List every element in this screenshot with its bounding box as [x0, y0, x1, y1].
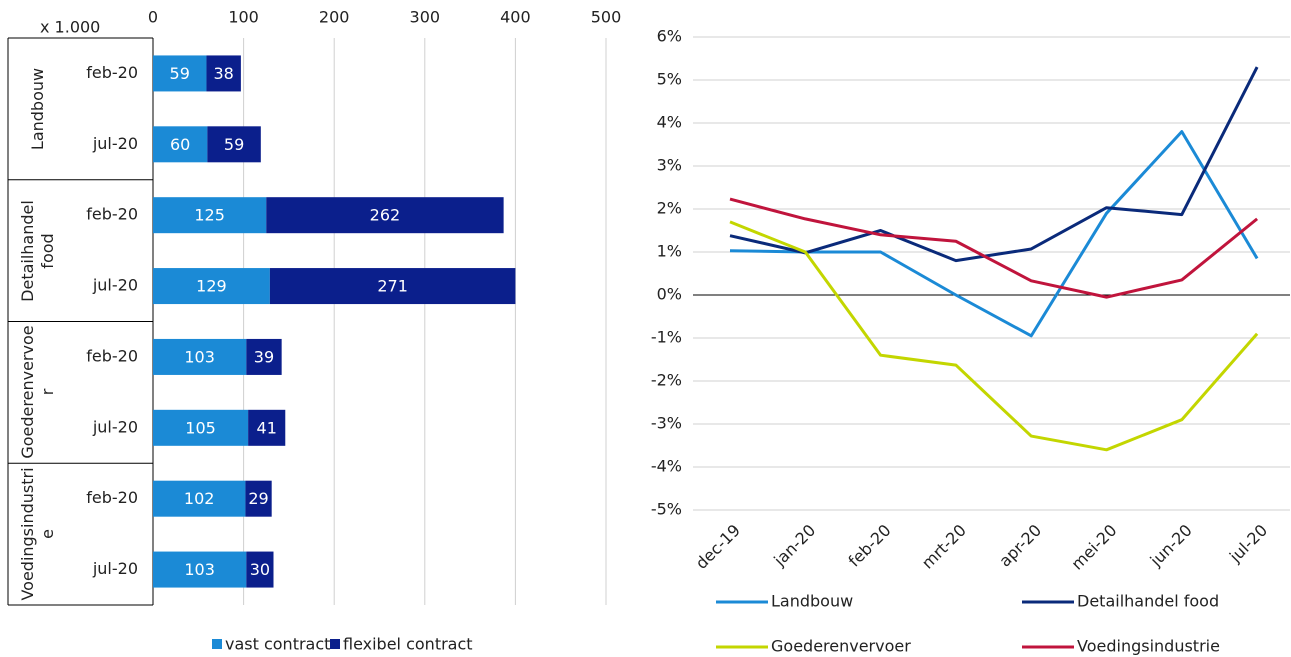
- y-tick-label: 4%: [657, 113, 682, 132]
- line-series: [729, 130, 1259, 338]
- y-tick-label: feb-20: [86, 63, 138, 82]
- y-tick-label: -4%: [651, 457, 682, 476]
- x-tick-label: jul-20: [1225, 521, 1271, 567]
- legend-label: Voedingsindustrie: [1077, 637, 1220, 656]
- y-tick-label: feb-20: [86, 488, 138, 507]
- x-tick-label: 0: [148, 8, 158, 27]
- y-tick-label: feb-20: [86, 205, 138, 224]
- y-tick-label: 6%: [657, 27, 682, 46]
- bar-segment: [153, 338, 247, 375]
- y-tick-label: -1%: [651, 328, 682, 347]
- data-label: 129: [196, 277, 227, 296]
- line-series: [729, 220, 1259, 452]
- x-tick-label: mrt-20: [918, 521, 970, 573]
- x-tick-label: jan-20: [769, 521, 819, 571]
- legend-label: flexibel contract: [343, 635, 473, 654]
- legend-label: Detailhandel food: [1077, 592, 1219, 611]
- bar-segment: [153, 197, 267, 234]
- bar-segment: [153, 126, 208, 163]
- x-tick-label: dec-19: [692, 521, 744, 573]
- data-label: 105: [185, 418, 216, 437]
- bar-segment: [269, 268, 516, 305]
- group-label: Landbouw: [28, 67, 47, 150]
- data-label: 41: [257, 418, 277, 437]
- data-label: 60: [170, 135, 190, 154]
- y-tick-label: -2%: [651, 371, 682, 390]
- y-tick-label: 2%: [657, 199, 682, 218]
- data-label: 30: [250, 560, 270, 579]
- y-tick-label: 1%: [657, 242, 682, 261]
- y-tick-label: jul-20: [92, 134, 138, 153]
- bar-segment: [153, 551, 247, 588]
- data-label: 59: [224, 135, 244, 154]
- x-tick-label: jun-20: [1146, 521, 1196, 571]
- x-tick-label: 300: [410, 8, 441, 27]
- bar-segment: [245, 480, 272, 517]
- x-tick-label: apr-20: [995, 521, 1045, 571]
- x-tick-label: 100: [228, 8, 259, 27]
- x-tick-label: 400: [500, 8, 531, 27]
- group-label: Voedingsindustrie: [18, 467, 57, 601]
- y-tick-label: feb-20: [86, 346, 138, 365]
- bar-segment: [153, 409, 249, 446]
- y-tick-label: -3%: [651, 414, 682, 433]
- y-tick-label: 0%: [657, 285, 682, 304]
- bar-segment: [246, 338, 282, 375]
- x-axis-label: x 1.000: [40, 18, 100, 37]
- legend-label: Landbouw: [771, 592, 853, 611]
- bar-segment: [153, 268, 270, 305]
- data-label: 103: [184, 347, 215, 366]
- x-tick-label: feb-20: [845, 521, 895, 571]
- group-label: Goederenvervoer: [18, 325, 57, 459]
- y-tick-label: jul-20: [92, 417, 138, 436]
- line-series: [729, 197, 1259, 299]
- data-label: 102: [184, 489, 215, 508]
- data-label: 29: [248, 489, 268, 508]
- bar-segment: [246, 551, 274, 588]
- x-tick-label: 500: [591, 8, 622, 27]
- legend-swatch: [212, 639, 222, 649]
- data-label: 262: [370, 206, 401, 225]
- legend-swatch: [330, 639, 340, 649]
- bar-segment: [248, 409, 286, 446]
- x-tick-label: mei-20: [1067, 521, 1120, 574]
- data-label: 39: [254, 347, 274, 366]
- bar-segment: [266, 197, 504, 234]
- legend-label: Goederenvervoer: [771, 637, 911, 656]
- bar-segment: [153, 480, 246, 517]
- y-tick-label: 5%: [657, 70, 682, 89]
- data-label: 59: [170, 64, 190, 83]
- legend-label: vast contract: [225, 635, 330, 654]
- bar-segment: [207, 126, 261, 163]
- data-label: 125: [194, 206, 225, 225]
- data-label: 271: [377, 277, 408, 296]
- line-series: [729, 66, 1259, 263]
- data-label: 38: [213, 64, 233, 83]
- x-tick-label: 200: [319, 8, 350, 27]
- y-tick-label: -5%: [651, 500, 682, 519]
- data-label: 103: [184, 560, 215, 579]
- bar-segment: [153, 55, 207, 92]
- group-label: Detailhandel food: [18, 199, 57, 302]
- y-tick-label: jul-20: [92, 276, 138, 295]
- y-tick-label: 3%: [657, 156, 682, 175]
- bar-segment: [206, 55, 241, 92]
- y-tick-label: jul-20: [92, 559, 138, 578]
